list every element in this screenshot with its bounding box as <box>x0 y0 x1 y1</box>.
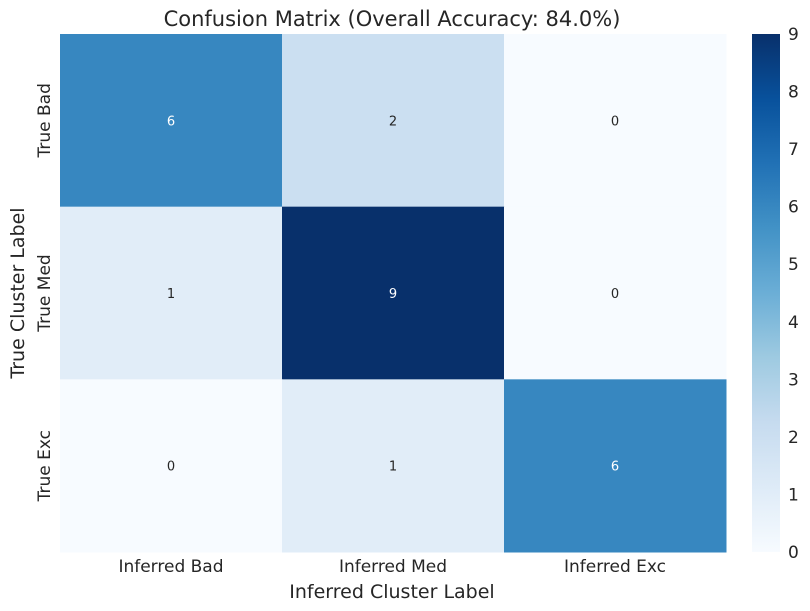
y-axis-title: True Cluster Label <box>7 207 29 379</box>
cell-value-label: 0 <box>611 114 619 129</box>
cell-value-label: 6 <box>611 460 619 475</box>
heatmap-cell <box>504 379 727 553</box>
heatmap-cell <box>282 34 505 208</box>
heatmap-cell <box>60 34 283 208</box>
colorbar-tick-label: 0 <box>788 543 799 563</box>
heatmap-cell <box>504 34 727 208</box>
y-tick-label: True Med <box>35 254 55 332</box>
heatmap-cells: 6 2 0 1 9 0 0 1 6 <box>60 34 727 553</box>
colorbar-tick-label: 7 <box>788 140 799 160</box>
colorbar-tick-label: 4 <box>788 313 799 333</box>
colorbar-tick-label: 8 <box>788 83 799 103</box>
x-tick-labels: Inferred Bad Inferred Med Inferred Exc <box>118 557 666 577</box>
colorbar-tick-label: 1 <box>788 485 799 505</box>
chart-title: Confusion Matrix (Overall Accuracy: 84.0… <box>164 7 621 31</box>
x-tick-label: Inferred Exc <box>564 557 666 577</box>
y-tick-labels: True Bad True Med True Exc <box>35 83 55 502</box>
heatmap-cell <box>282 206 505 380</box>
x-tick-label: Inferred Bad <box>118 557 223 577</box>
colorbar <box>752 34 780 552</box>
heatmap-cell <box>60 206 283 380</box>
heatmap-cell <box>60 379 283 553</box>
colorbar-tick-label: 2 <box>788 428 799 448</box>
colorbar-tick-label: 6 <box>788 198 799 218</box>
cell-value-label: 2 <box>389 114 397 129</box>
cell-value-label: 0 <box>611 287 619 302</box>
cell-value-label: 6 <box>167 114 175 129</box>
colorbar-tick-label: 3 <box>788 370 799 390</box>
heatmap-cell <box>282 379 505 553</box>
colorbar-tick-label: 9 <box>788 25 799 45</box>
x-axis-title: Inferred Cluster Label <box>289 581 494 603</box>
cell-value-label: 0 <box>167 460 175 475</box>
colorbar-tick-label: 5 <box>788 255 799 275</box>
heatmap-cell <box>504 206 727 380</box>
y-tick-label: True Exc <box>35 430 55 502</box>
cell-value-label: 9 <box>389 287 397 302</box>
colorbar-tick-labels: 0 1 2 3 4 5 6 7 8 9 <box>788 25 799 563</box>
y-tick-label: True Bad <box>35 83 55 158</box>
cell-value-label: 1 <box>389 460 397 475</box>
cell-value-label: 1 <box>167 287 175 302</box>
x-tick-label: Inferred Med <box>339 557 447 577</box>
